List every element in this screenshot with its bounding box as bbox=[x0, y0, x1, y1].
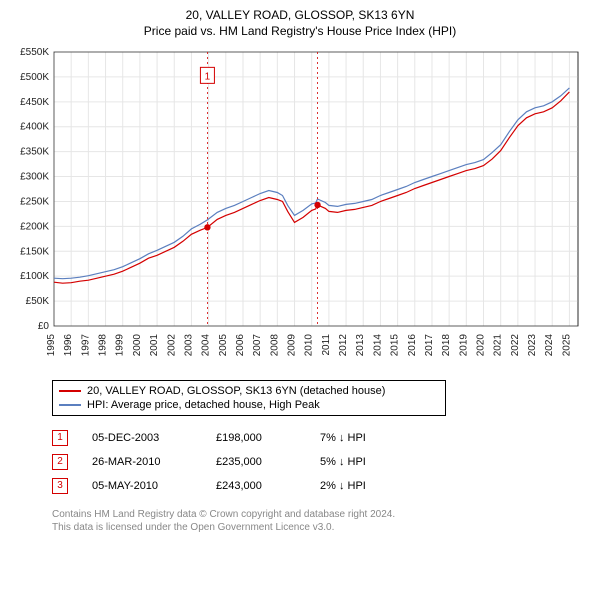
chart-title-line2: Price paid vs. HM Land Registry's House … bbox=[10, 24, 590, 38]
svg-text:2025: 2025 bbox=[561, 333, 572, 356]
sale-index-box: 3 bbox=[52, 478, 68, 494]
svg-text:1997: 1997 bbox=[80, 333, 91, 356]
svg-text:£550K: £550K bbox=[20, 47, 49, 58]
legend-item: 20, VALLEY ROAD, GLOSSOP, SK13 6YN (deta… bbox=[59, 384, 439, 398]
svg-text:2004: 2004 bbox=[201, 333, 212, 356]
svg-text:1998: 1998 bbox=[98, 333, 109, 356]
svg-text:2013: 2013 bbox=[355, 333, 366, 356]
sale-row: 1 05-DEC-2003 £198,000 7% ↓ HPI bbox=[52, 426, 590, 450]
svg-text:2001: 2001 bbox=[149, 333, 160, 356]
svg-text:£500K: £500K bbox=[20, 72, 49, 83]
svg-text:£0: £0 bbox=[38, 321, 50, 332]
svg-text:1996: 1996 bbox=[63, 333, 74, 356]
svg-text:2020: 2020 bbox=[476, 333, 487, 356]
legend-swatch bbox=[59, 404, 81, 406]
chart-legend: 20, VALLEY ROAD, GLOSSOP, SK13 6YN (deta… bbox=[52, 380, 446, 416]
svg-text:2010: 2010 bbox=[304, 333, 315, 356]
svg-text:£450K: £450K bbox=[20, 96, 49, 107]
svg-text:2005: 2005 bbox=[218, 333, 229, 356]
svg-text:2006: 2006 bbox=[235, 333, 246, 356]
sale-price: £235,000 bbox=[216, 456, 296, 468]
svg-text:2018: 2018 bbox=[441, 333, 452, 356]
svg-text:2021: 2021 bbox=[493, 333, 504, 356]
attribution-footer: Contains HM Land Registry data © Crown c… bbox=[52, 508, 590, 534]
sales-table: 1 05-DEC-2003 £198,000 7% ↓ HPI 2 26-MAR-2010… bbox=[52, 426, 590, 498]
legend-swatch bbox=[59, 390, 81, 392]
svg-text:2014: 2014 bbox=[372, 333, 383, 356]
chart-title-line1: 20, VALLEY ROAD, GLOSSOP, SK13 6YN bbox=[10, 8, 590, 24]
price-chart: £0 £50K £100K £150K £200K £250K £300K £350K £400… bbox=[10, 44, 590, 374]
svg-text:£350K: £350K bbox=[20, 146, 49, 157]
legend-label: HPI: Average price, detached house, High… bbox=[87, 399, 320, 411]
legend-item: HPI: Average price, detached house, High… bbox=[59, 398, 439, 412]
sale-delta: 2% ↓ HPI bbox=[320, 480, 410, 492]
svg-text:1: 1 bbox=[205, 71, 211, 82]
svg-text:2012: 2012 bbox=[338, 333, 349, 356]
svg-text:£150K: £150K bbox=[20, 246, 49, 257]
svg-text:2023: 2023 bbox=[527, 333, 538, 356]
svg-text:£100K: £100K bbox=[20, 271, 49, 282]
svg-text:2016: 2016 bbox=[407, 333, 418, 356]
footer-line1: Contains HM Land Registry data © Crown c… bbox=[52, 508, 590, 521]
svg-text:2024: 2024 bbox=[544, 333, 555, 356]
svg-text:£400K: £400K bbox=[20, 121, 49, 132]
svg-text:2015: 2015 bbox=[390, 333, 401, 356]
svg-text:2000: 2000 bbox=[132, 333, 143, 356]
svg-text:£300K: £300K bbox=[20, 171, 49, 182]
sale-price: £198,000 bbox=[216, 432, 296, 444]
svg-text:2009: 2009 bbox=[287, 333, 298, 356]
sale-row: 3 05-MAY-2010 £243,000 2% ↓ HPI bbox=[52, 474, 590, 498]
sale-index-box: 2 bbox=[52, 454, 68, 470]
footer-line2: This data is licensed under the Open Gov… bbox=[52, 521, 590, 534]
svg-text:£250K: £250K bbox=[20, 196, 49, 207]
sale-price: £243,000 bbox=[216, 480, 296, 492]
sale-index-box: 1 bbox=[52, 430, 68, 446]
svg-text:2003: 2003 bbox=[183, 333, 194, 356]
sale-date: 05-MAY-2010 bbox=[92, 480, 192, 492]
svg-text:2007: 2007 bbox=[252, 333, 263, 356]
svg-text:£200K: £200K bbox=[20, 221, 49, 232]
sale-delta: 5% ↓ HPI bbox=[320, 456, 410, 468]
sale-delta: 7% ↓ HPI bbox=[320, 432, 410, 444]
svg-text:2002: 2002 bbox=[166, 333, 177, 356]
svg-text:2017: 2017 bbox=[424, 333, 435, 356]
svg-text:£50K: £50K bbox=[26, 296, 50, 307]
svg-text:2008: 2008 bbox=[269, 333, 280, 356]
legend-label: 20, VALLEY ROAD, GLOSSOP, SK13 6YN (deta… bbox=[87, 385, 385, 397]
sale-row: 2 26-MAR-2010 £235,000 5% ↓ HPI bbox=[52, 450, 590, 474]
svg-text:2011: 2011 bbox=[321, 333, 332, 355]
svg-text:1995: 1995 bbox=[46, 333, 57, 356]
svg-text:1999: 1999 bbox=[115, 333, 126, 356]
svg-text:2019: 2019 bbox=[458, 333, 469, 356]
svg-text:2022: 2022 bbox=[510, 333, 521, 356]
sale-date: 26-MAR-2010 bbox=[92, 456, 192, 468]
sale-date: 05-DEC-2003 bbox=[92, 432, 192, 444]
